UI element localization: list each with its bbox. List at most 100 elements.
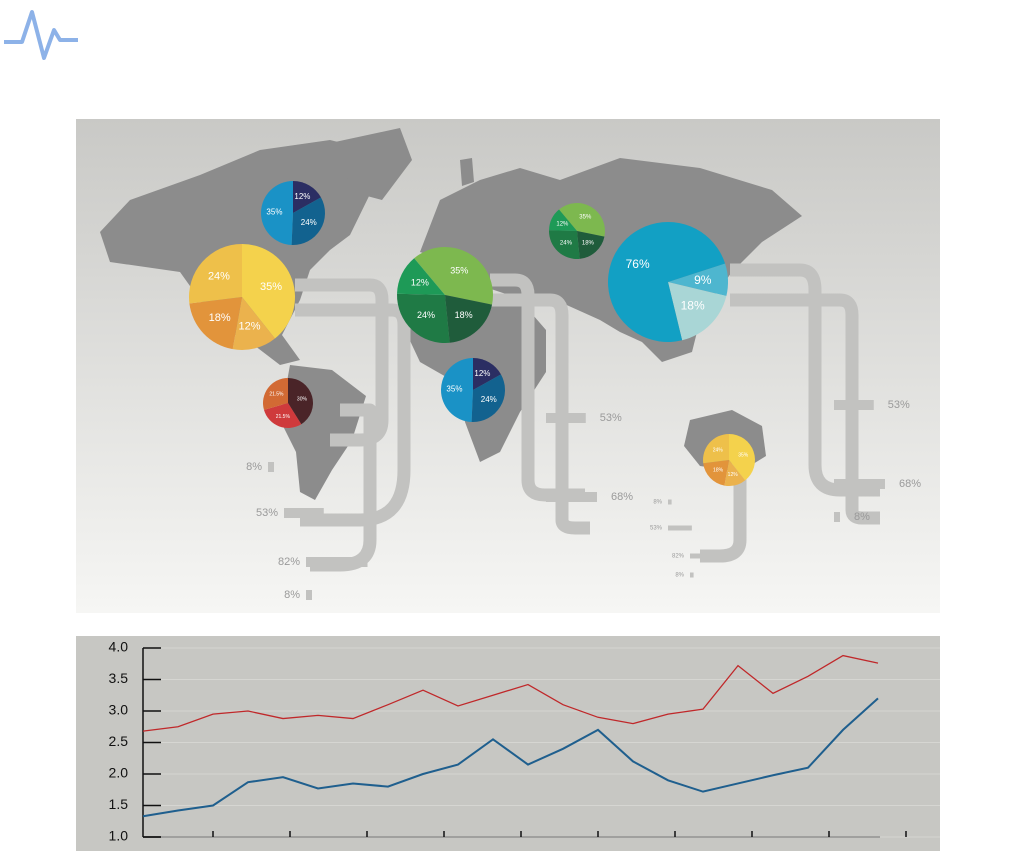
flow-pipes	[295, 263, 880, 572]
pie-label: 18%	[582, 241, 595, 247]
callout-bar	[690, 553, 727, 559]
data-line	[142, 654, 879, 732]
logo	[4, 10, 78, 60]
callout-label: 8%	[854, 511, 870, 523]
pie-slice	[703, 460, 729, 486]
pie-label: 12%	[239, 321, 261, 333]
callout-label: 53%	[650, 526, 663, 532]
pie-label: 35%	[260, 281, 282, 293]
pie-slice	[189, 244, 242, 304]
pie-slice	[397, 258, 445, 295]
pie-label: 18%	[713, 468, 724, 474]
pie-slice	[471, 374, 505, 423]
callout-bar	[834, 400, 874, 410]
pie-label: 12%	[294, 192, 310, 201]
pie-slice	[261, 181, 293, 245]
callout-label: 53%	[256, 507, 278, 519]
pie-slice	[232, 297, 275, 350]
pie-label: 24%	[481, 395, 497, 404]
callout-label: 8%	[675, 573, 684, 579]
pie-label: 18%	[209, 312, 231, 324]
y-tick-label: 3.0	[109, 702, 129, 718]
pie-label: 21.5%	[276, 414, 291, 420]
callout-label: 68%	[611, 491, 633, 503]
pie-slice	[262, 378, 288, 410]
pie-slice	[440, 358, 473, 422]
pie-label: 24%	[417, 310, 435, 320]
callout-label: 8%	[653, 500, 662, 506]
pie-slice	[549, 230, 580, 259]
callout-bar	[546, 492, 597, 502]
y-tick-label: 2.0	[109, 765, 129, 781]
pie-slice	[473, 358, 501, 390]
callout-bar	[306, 590, 312, 600]
callout-label: 68%	[899, 478, 921, 490]
pie-label: 35%	[738, 452, 749, 458]
pie-slice	[724, 460, 746, 486]
callout-bar	[668, 525, 692, 531]
pie-label: 18%	[681, 299, 705, 313]
callout-bar	[668, 499, 672, 505]
pie-label: 35%	[579, 215, 592, 221]
pie-label: 24%	[208, 271, 230, 283]
pie-label: 12%	[728, 472, 739, 478]
pie-slice	[189, 297, 242, 350]
pie-slice	[703, 434, 729, 464]
pipe	[730, 263, 880, 497]
pie-label: 21.5%	[269, 392, 284, 398]
pie-slice	[291, 197, 325, 245]
pie-slice	[668, 282, 727, 341]
y-tick-label: 1.5	[109, 796, 129, 812]
pie-slice	[559, 202, 605, 237]
pie-slice	[397, 293, 450, 343]
callout-bar	[690, 572, 694, 578]
uk	[460, 158, 474, 186]
callout-label: 82%	[278, 556, 300, 568]
pie-slice	[242, 244, 296, 339]
pie-slice	[263, 403, 302, 428]
pie-label: 9%	[694, 273, 712, 287]
callout-bar	[546, 413, 586, 423]
pie-slice	[729, 434, 756, 481]
pie-slice	[608, 222, 726, 342]
pipe	[730, 293, 880, 525]
callout-label: 53%	[888, 399, 910, 411]
pie-slice	[549, 209, 577, 231]
pie-label: 24%	[560, 240, 573, 246]
data-line	[142, 697, 879, 818]
greenland	[335, 128, 412, 200]
callout-bar	[306, 557, 368, 567]
pie-slice	[288, 378, 313, 425]
pipe	[490, 273, 585, 502]
pie-label: 18%	[455, 310, 473, 320]
callout-bar	[284, 508, 324, 518]
pie-label: 24%	[301, 218, 317, 227]
pie-label: 76%	[626, 257, 650, 271]
callout-label: 53%	[600, 412, 622, 424]
y-tick-label: 2.5	[109, 733, 129, 749]
pie-label: 24%	[713, 447, 724, 453]
pie-slice	[293, 181, 321, 213]
pie-label: 12%	[556, 222, 569, 228]
callout-label: 82%	[672, 554, 685, 560]
y-tick-label: 1.0	[109, 828, 129, 844]
callout-bar	[834, 479, 885, 489]
pie-slice	[577, 231, 605, 259]
callout-bar	[268, 462, 274, 472]
callout-label: 8%	[246, 461, 262, 473]
chart-panel	[76, 636, 940, 851]
pie-label: 35%	[266, 208, 282, 217]
pie-label: 12%	[411, 277, 429, 287]
pie-label: 12%	[474, 369, 490, 378]
callout-bar	[834, 512, 840, 522]
pie-slice	[414, 246, 494, 305]
y-tick-label: 4.0	[109, 639, 129, 655]
pie-slice	[445, 295, 493, 343]
pie-slice	[668, 263, 728, 296]
pie-label: 35%	[446, 385, 462, 394]
eurasia	[420, 158, 802, 362]
pie-label: 35%	[450, 265, 468, 275]
pipe	[295, 303, 411, 527]
